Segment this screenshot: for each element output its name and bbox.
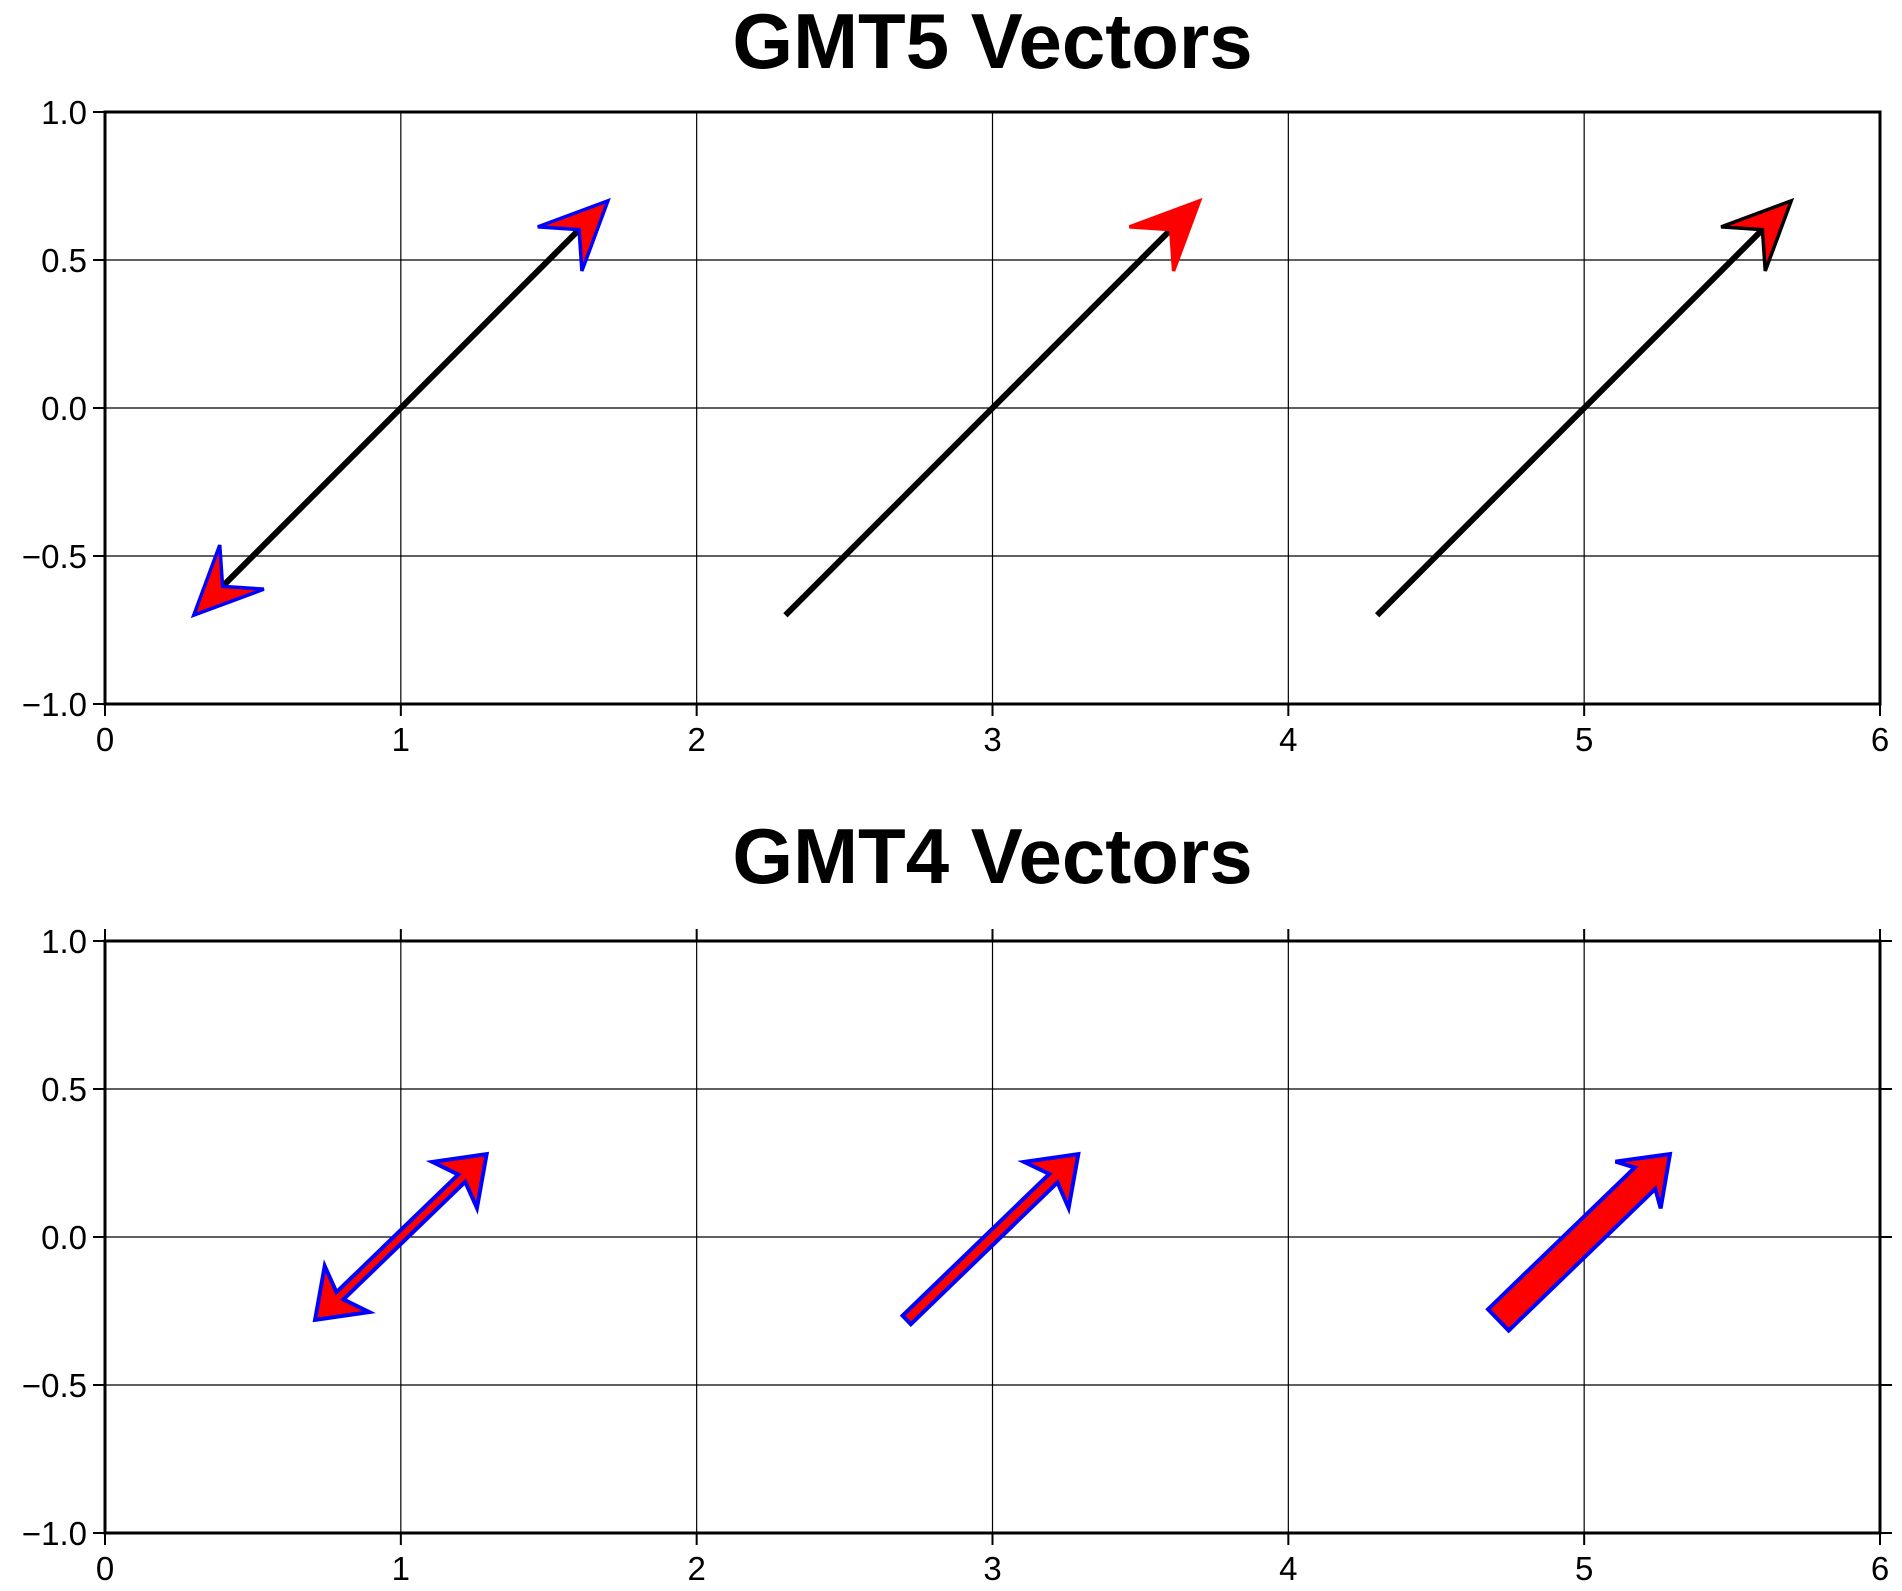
x-tick-label: 2 [687,721,705,758]
vector-shaft [783,227,1173,618]
y-tick-label: −1.0 [22,1515,87,1552]
x-tick-label: 2 [687,1550,705,1587]
panel-gmt4: GMT4 Vectors 0 1 2 3 4 5 6 −1.0 −0.5 0.0 0.5 1.0 [22,812,1892,1587]
vector-head-end [537,197,611,272]
x-tick-label: 0 [96,721,114,758]
x-tick-label: 3 [983,1550,1001,1587]
y-tick-label: 1.0 [41,94,87,131]
vector-arrow [899,1151,1081,1327]
y-tick-label: 0.5 [41,242,87,279]
y-tick-label: 0.0 [41,390,87,427]
vector-shaft [220,227,582,589]
vector-arrow [312,1151,490,1323]
x-tick-label: 4 [1279,1550,1297,1587]
x-tick-label: 5 [1575,721,1593,758]
y-tick-label: −0.5 [22,1367,87,1404]
x-tick-label: 1 [392,721,410,758]
x-tick-label: 6 [1871,721,1889,758]
x-tick-label: 4 [1279,721,1297,758]
y-tick-label: 0.5 [41,1071,87,1108]
chart-title: GMT5 Vectors [732,0,1252,85]
chart-title: GMT4 Vectors [732,812,1252,900]
x-tick-label: 6 [1871,1550,1889,1587]
x-tick-label: 3 [983,721,1001,758]
vector-head-end [1720,197,1795,272]
x-tick-label: 5 [1575,1550,1593,1587]
vector-head-end [1128,197,1203,272]
y-tick-label: 1.0 [41,923,87,960]
x-tick-label: 1 [392,1550,410,1587]
vector-shaft [1374,227,1765,618]
panel-gmt5: GMT5 Vectors 0 1 2 3 4 5 6 −1.0 −0.5 0.0 0.5 1.0 [22,0,1889,758]
y-tick-label: −0.5 [22,538,87,575]
vector-head-start [190,544,265,619]
x-tick-label: 0 [96,1550,114,1587]
y-tick-label: −1.0 [22,686,87,723]
vector-arrow [1485,1151,1673,1334]
y-tick-label: 0.0 [41,1219,87,1256]
